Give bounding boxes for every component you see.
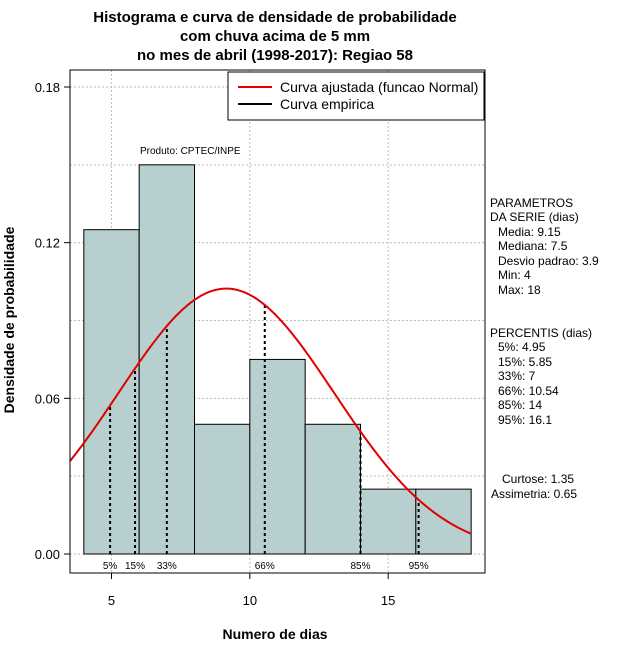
histogram-bar-3 (249, 358, 306, 555)
stat-min: Min: 4 (498, 268, 531, 282)
percentil-85: 85%: 14 (498, 398, 542, 412)
percentile-label-3: 66% (255, 561, 275, 572)
legend-box (227, 71, 485, 121)
percentil-5: 5%: 4.95 (498, 340, 546, 354)
percentis-title: PERCENTIS (dias) (490, 326, 592, 340)
normal-density-curve (69, 287, 472, 535)
histogram-bar-4 (304, 423, 361, 555)
percentile-label-1: 15% (125, 561, 145, 572)
legend-label-normal: Curva ajustada (funcao Normal) (280, 79, 478, 95)
histogram-bars (83, 164, 472, 555)
stat-media: Media: 9.15 (498, 225, 561, 239)
percentile-label-2: 33% (157, 561, 177, 572)
percentile-label-0: 5% (103, 561, 118, 572)
percentile-label-4: 85% (350, 561, 370, 572)
stat-mediana: Mediana: 7.5 (498, 239, 568, 253)
y-axis-title: Densidade de probabilidade (1, 226, 17, 413)
chart-title-line-2: com chuva acima de 5 mm (180, 28, 370, 45)
stat-desvio: Desvio padrao: 3.9 (498, 254, 599, 268)
percentile-lines (109, 304, 420, 554)
stats-panel: PARAMETROS DA SERIE (dias) Media: 9.15 M… (490, 196, 599, 501)
histogram-bar-5 (360, 488, 417, 555)
histogram-bar-0 (83, 229, 140, 555)
y-tick-label-3: 0.18 (35, 80, 60, 95)
percentile-labels: 5% 15% 33% 66% 85% 95% (103, 561, 429, 572)
y-tick-label-2: 0.12 (35, 236, 60, 251)
parametros-title-2: DA SERIE (dias) (490, 210, 579, 224)
histogram-bar-1 (138, 164, 196, 555)
percentil-33: 33%: 7 (498, 369, 536, 383)
percentil-95: 95%: 16.1 (498, 413, 552, 427)
x-tick-label-5: 5 (108, 593, 115, 608)
x-tick-label-15: 15 (381, 593, 395, 608)
percentil-15: 15%: 5.85 (498, 355, 552, 369)
stat-max: Max: 18 (498, 283, 541, 297)
x-axis-title: Numero de dias (222, 626, 327, 642)
stat-curtose: Curtose: 1.35 (502, 472, 574, 486)
legend: Curva ajustada (funcao Normal) Curva emp… (227, 71, 485, 121)
parametros-title-1: PARAMETROS (490, 196, 573, 210)
x-tick-label-10: 10 (243, 593, 257, 608)
chart-title-line-1: Histograma e curva de densidade de proba… (93, 9, 456, 26)
y-tick-label-0: 0.00 (35, 547, 60, 562)
stat-assimetria: Assimetria: 0.65 (491, 487, 577, 501)
credit-annotation: Produto: CPTEC/INPE (140, 146, 241, 157)
y-tick-label-1: 0.06 (35, 391, 60, 406)
legend-label-empirical: Curva empirica (280, 96, 374, 112)
chart-title-line-3: no mes de abril (1998-2017): Regiao 58 (137, 47, 413, 64)
percentil-66: 66%: 10.54 (498, 384, 559, 398)
histogram-bar-6 (415, 488, 472, 555)
axes: 5 10 15 0.00 0.06 0.12 0.18 (35, 80, 396, 608)
percentile-label-5: 95% (409, 561, 429, 572)
histogram-bar-2 (194, 423, 251, 555)
plot-frame (69, 69, 486, 574)
